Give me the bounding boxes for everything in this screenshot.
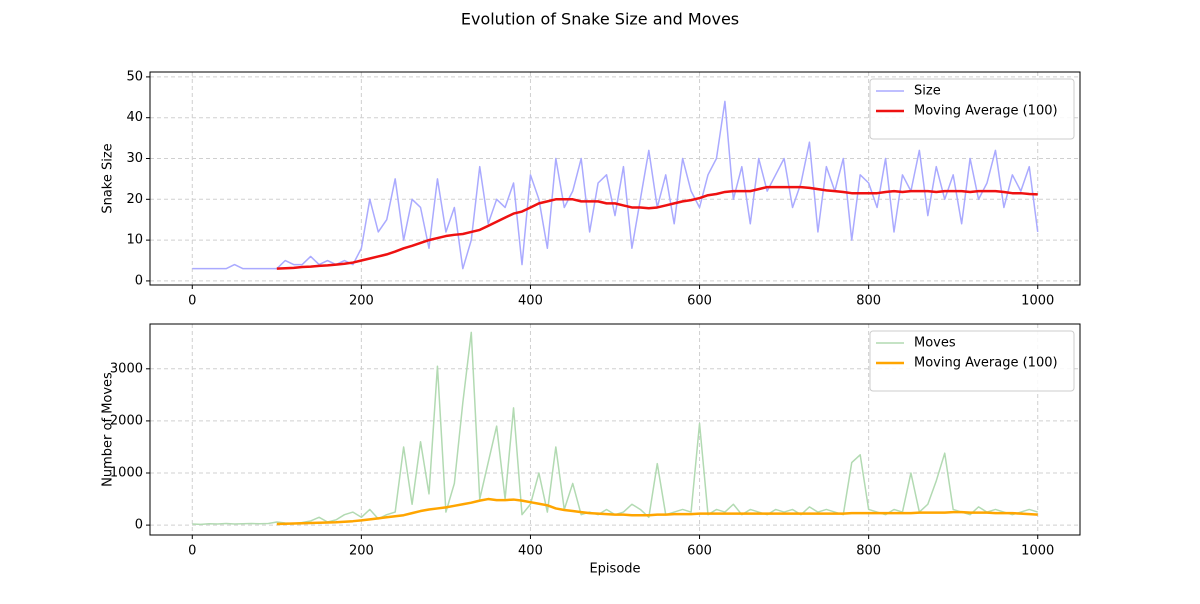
legend: Size Moving Average (100) [869, 78, 1075, 140]
y-axis-label: Snake Size [101, 143, 116, 213]
y-tick-label: 40 [126, 110, 143, 125]
legend-box [869, 330, 1075, 392]
legend-box [869, 78, 1075, 140]
x-tick-label: 200 [349, 544, 374, 559]
x-tick-label: 600 [687, 294, 712, 309]
y-tick-label: 0 [135, 518, 143, 533]
x-tick-label: 600 [687, 544, 712, 559]
legend: Moves Moving Average (100) [869, 330, 1075, 392]
plot-area: 0 200 400 600 800 1000 0 10 20 30 40 50 Snake Size Si… [101, 69, 1081, 309]
y-tick-label: 50 [126, 69, 143, 84]
legend-label: Moves [914, 336, 956, 351]
axes-frame [149, 323, 1081, 536]
x-tick-label: 200 [349, 294, 374, 309]
legend-label: Size [914, 84, 941, 99]
y-tick-label: 10 [126, 233, 143, 248]
series-line [192, 100, 1039, 270]
legend-label: Moving Average (100) [914, 356, 1058, 371]
x-axis-label: Episode [589, 562, 640, 577]
figure-title: Evolution of Snake Size and Moves [461, 10, 739, 29]
series-line [276, 497, 1038, 526]
x-tick-label: 1000 [1021, 294, 1054, 309]
y-tick-label: 3000 [110, 361, 143, 376]
x-tick-label: 800 [856, 544, 881, 559]
y-tick-label: 1000 [110, 466, 143, 481]
series-line [276, 185, 1038, 270]
y-tick-label: 30 [126, 151, 143, 166]
x-tick-label: 0 [188, 544, 196, 559]
x-tick-label: 1000 [1021, 544, 1054, 559]
y-tick-label: 2000 [110, 413, 143, 428]
y-tick-label: 0 [135, 273, 143, 288]
y-tick-label: 20 [126, 192, 143, 207]
axes-frame [149, 71, 1081, 286]
x-tick-label: 400 [518, 294, 543, 309]
y-axis-label: Number of Moves [101, 372, 116, 487]
x-tick-label: 800 [856, 294, 881, 309]
x-tick-label: 0 [188, 294, 196, 309]
legend-label: Moving Average (100) [914, 104, 1058, 119]
x-tick-label: 400 [518, 544, 543, 559]
